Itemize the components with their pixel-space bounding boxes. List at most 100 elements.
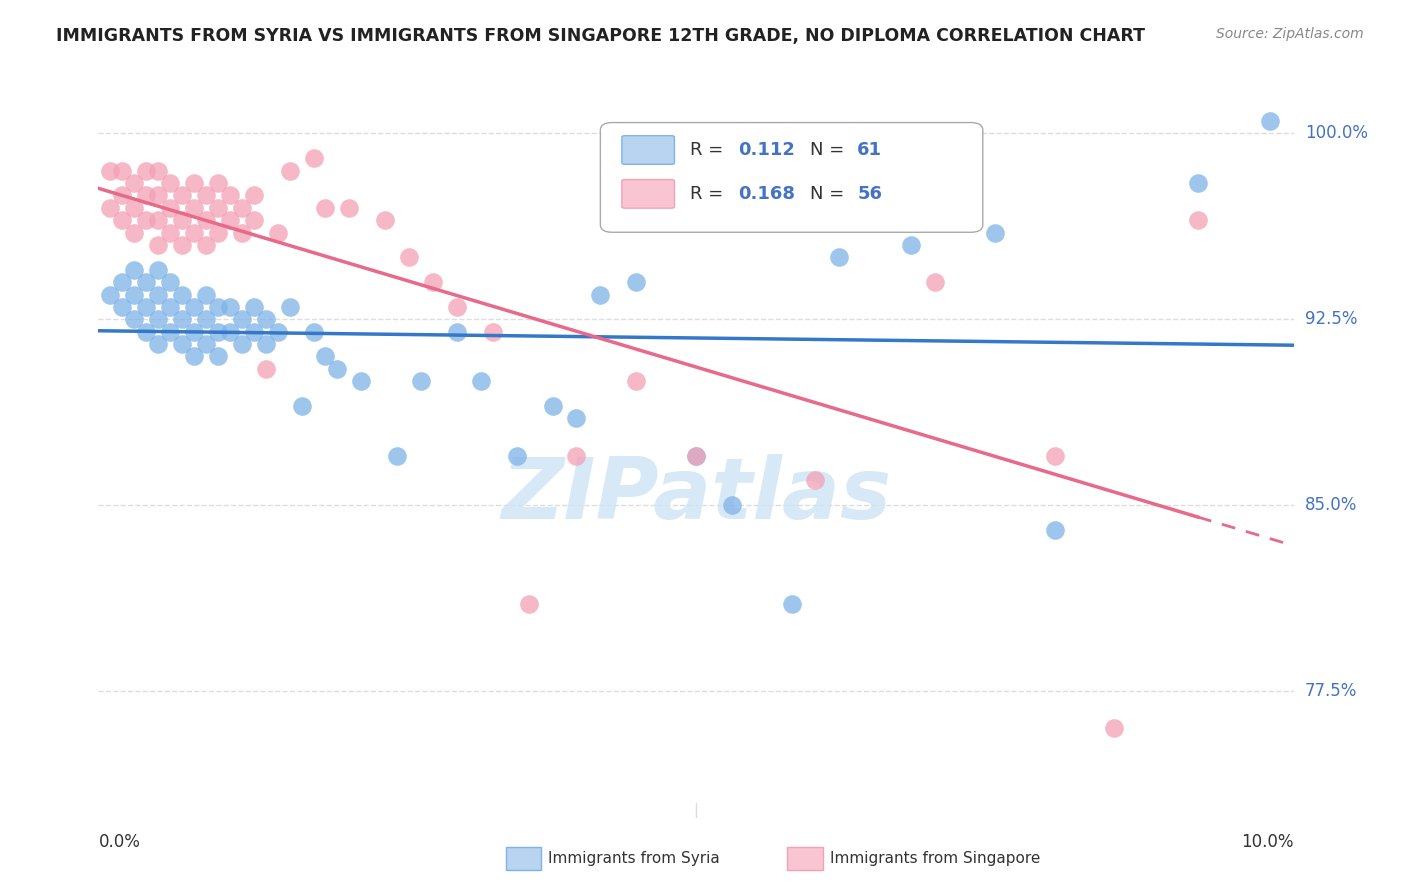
Point <box>148 262 170 277</box>
Point <box>135 325 157 339</box>
Text: R =: R = <box>690 141 728 159</box>
Text: 56: 56 <box>858 185 883 202</box>
Text: N =: N = <box>810 141 849 159</box>
Point <box>183 176 205 190</box>
Point <box>804 474 827 488</box>
Point <box>111 213 134 227</box>
Point <box>159 201 181 215</box>
Point <box>1258 114 1281 128</box>
FancyBboxPatch shape <box>621 136 675 164</box>
Text: 100.0%: 100.0% <box>1305 124 1368 143</box>
Point <box>172 337 194 351</box>
Point <box>124 226 146 240</box>
Point <box>482 325 505 339</box>
Point <box>685 449 707 463</box>
Point <box>172 188 194 202</box>
Point <box>159 176 181 190</box>
FancyBboxPatch shape <box>600 122 983 232</box>
Point <box>207 300 229 314</box>
Point <box>243 188 266 202</box>
Point <box>254 337 277 351</box>
Text: R =: R = <box>690 185 728 202</box>
Point <box>124 176 146 190</box>
Point <box>148 188 170 202</box>
Point <box>1187 213 1209 227</box>
Point <box>135 163 157 178</box>
Point <box>172 312 194 326</box>
Point <box>302 325 325 339</box>
Text: Immigrants from Singapore: Immigrants from Singapore <box>830 852 1040 866</box>
Text: Immigrants from Syria: Immigrants from Syria <box>548 852 720 866</box>
Point <box>148 163 170 178</box>
Point <box>195 213 218 227</box>
Text: 0.0%: 0.0% <box>98 833 141 851</box>
Point <box>231 226 253 240</box>
Point <box>183 300 205 314</box>
Point <box>183 350 205 364</box>
Point <box>984 226 1007 240</box>
Text: ZIPatlas: ZIPatlas <box>501 454 891 537</box>
Point <box>135 300 157 314</box>
Text: 0.168: 0.168 <box>738 185 794 202</box>
Point <box>589 287 612 301</box>
Point <box>267 226 290 240</box>
Point <box>326 362 349 376</box>
Text: IMMIGRANTS FROM SYRIA VS IMMIGRANTS FROM SINGAPORE 12TH GRADE, NO DIPLOMA CORREL: IMMIGRANTS FROM SYRIA VS IMMIGRANTS FROM… <box>56 27 1146 45</box>
Text: 0.112: 0.112 <box>738 141 794 159</box>
Point <box>780 598 803 612</box>
Point <box>721 498 744 512</box>
Point <box>124 262 146 277</box>
Point <box>135 188 157 202</box>
Point <box>111 300 134 314</box>
Point <box>124 201 146 215</box>
Point <box>315 350 337 364</box>
Point <box>98 287 122 301</box>
Point <box>207 176 229 190</box>
Point <box>148 238 170 252</box>
Point <box>411 374 433 388</box>
Point <box>685 449 707 463</box>
Point <box>111 275 134 289</box>
Point <box>98 201 122 215</box>
Point <box>98 163 122 178</box>
Point <box>626 374 648 388</box>
Point <box>148 213 170 227</box>
Point <box>159 300 181 314</box>
Point <box>231 201 253 215</box>
Point <box>385 449 409 463</box>
Point <box>195 188 218 202</box>
Point <box>924 275 946 289</box>
Point <box>291 399 314 413</box>
Point <box>243 300 266 314</box>
Point <box>207 226 229 240</box>
Point <box>470 374 492 388</box>
Point <box>302 151 325 165</box>
Point <box>254 312 277 326</box>
Point <box>422 275 444 289</box>
Point <box>195 337 218 351</box>
Point <box>124 312 146 326</box>
Point <box>374 213 396 227</box>
Point <box>1043 523 1066 537</box>
Point <box>148 287 170 301</box>
Point <box>135 213 157 227</box>
Text: 85.0%: 85.0% <box>1305 496 1357 515</box>
Point <box>183 325 205 339</box>
Point <box>398 250 420 264</box>
Text: Source: ZipAtlas.com: Source: ZipAtlas.com <box>1216 27 1364 41</box>
Point <box>207 201 229 215</box>
Point <box>148 337 170 351</box>
Point <box>135 275 157 289</box>
Point <box>446 325 468 339</box>
Point <box>350 374 373 388</box>
Point <box>565 449 588 463</box>
Point <box>183 226 205 240</box>
Point <box>626 275 648 289</box>
Point <box>231 337 253 351</box>
Point <box>243 213 266 227</box>
Point <box>172 287 194 301</box>
FancyBboxPatch shape <box>621 179 675 208</box>
Point <box>207 325 229 339</box>
Text: 61: 61 <box>858 141 883 159</box>
Point <box>148 312 170 326</box>
